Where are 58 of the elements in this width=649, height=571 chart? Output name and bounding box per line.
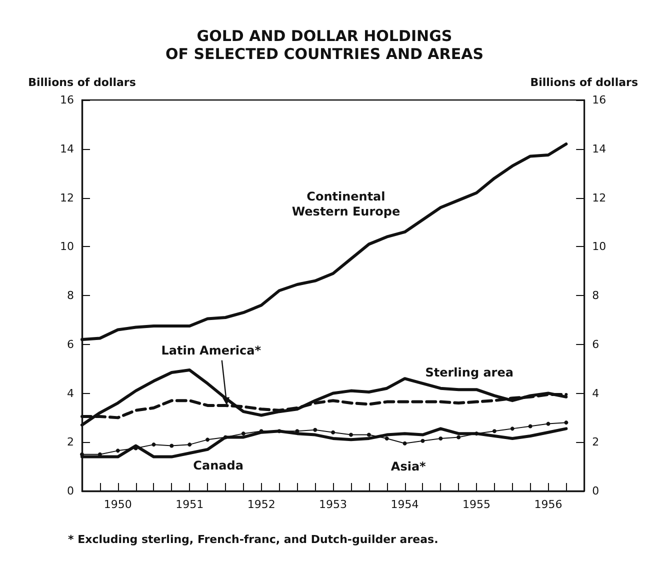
point — [438, 436, 443, 440]
y-tick-label: 14 — [60, 142, 74, 156]
point — [223, 435, 228, 440]
y2-tick-label: 12 — [592, 191, 606, 204]
point — [313, 428, 318, 432]
point — [564, 420, 568, 425]
x-tick-label: 1955 — [462, 498, 491, 511]
x-tick-label: 1952 — [247, 498, 276, 511]
point — [331, 430, 336, 434]
chart-title: GOLD AND DOLLAR HOLDINGS OF SELECTED COUNTRIES AND AREAS — [165, 27, 484, 63]
point — [384, 436, 389, 440]
text: Latin America* — [161, 343, 262, 358]
point — [528, 424, 532, 428]
text: * Excluding sterling, French-franc, and Dutch-guilder areas. — [68, 533, 438, 546]
y-tick-label: 4 — [67, 386, 74, 400]
point — [152, 442, 156, 447]
point — [188, 442, 192, 447]
y-tick-label: 12 — [60, 191, 74, 204]
series-label: Asia* — [390, 460, 427, 474]
x-tick-label: 1954 — [390, 498, 419, 511]
point — [402, 441, 407, 446]
y2-tick-label: 4 — [592, 386, 600, 400]
point — [474, 432, 479, 436]
point — [170, 444, 174, 448]
y2-tick-label: 16 — [592, 94, 606, 106]
x-tick-label: 1953 — [319, 498, 348, 511]
y-tick-label: 16 — [60, 94, 74, 106]
point — [241, 432, 246, 436]
x-tick-label: 1956 — [534, 498, 562, 511]
x-tick-label: 1951 — [176, 498, 204, 511]
y-tick-label: 8 — [67, 289, 74, 302]
y2-axis-title: Billions of dollars — [530, 76, 638, 89]
point — [206, 438, 210, 442]
y2-tick-label: 2 — [592, 436, 600, 449]
point — [492, 429, 496, 434]
series-label: Continental Western Europe — [292, 189, 400, 218]
point — [366, 432, 371, 437]
point — [277, 429, 282, 434]
point — [80, 452, 84, 456]
point — [546, 422, 550, 426]
y2-tick-label: 6 — [592, 338, 600, 351]
y2-tick-label: 0 — [592, 484, 600, 498]
point — [348, 432, 353, 437]
y-tick-label: 10 — [60, 240, 74, 254]
y-axis-title: Billions of dollars — [28, 76, 136, 89]
x-tick-label: 1950 — [104, 498, 132, 511]
point — [420, 438, 425, 443]
point — [456, 435, 461, 440]
series-label: Canada — [193, 458, 244, 472]
y2-tick-label: 8 — [592, 289, 600, 302]
series-label: Sterling area — [425, 365, 514, 380]
y-tick-label: 2 — [67, 436, 74, 449]
point — [116, 448, 120, 453]
y2-tick-label: 14 — [592, 142, 606, 156]
y2-tick-label: 10 — [592, 240, 606, 254]
y-tick-label: 0 — [67, 484, 74, 498]
point — [510, 426, 514, 431]
y-tick-label: 6 — [67, 338, 74, 351]
